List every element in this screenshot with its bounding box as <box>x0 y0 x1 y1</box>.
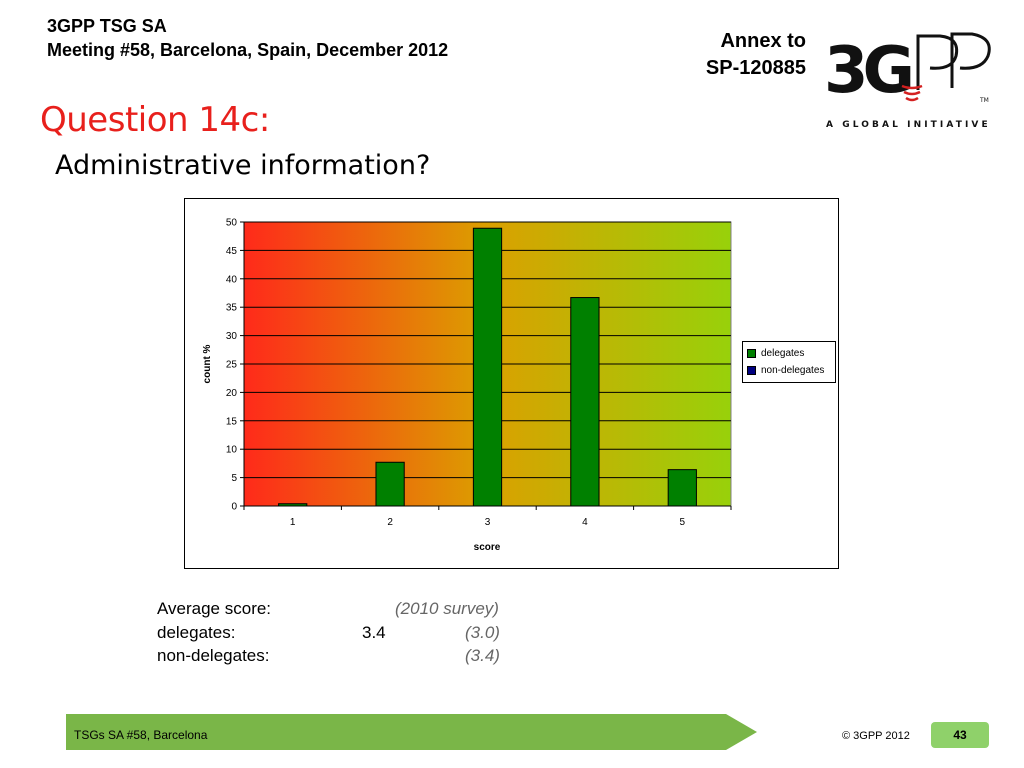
bar-delegates-4 <box>570 297 600 507</box>
x-tick-label: 4 <box>582 517 588 528</box>
slide-subtitle: Administrative information? <box>55 150 431 181</box>
legend-label-delegates: delegates <box>761 348 805 359</box>
delegates-label: delegates: <box>157 623 236 642</box>
3gpp-logo-mark: 3G TM <box>824 32 991 108</box>
legend-label-non-delegates: non-delegates <box>761 365 825 376</box>
footer-text: TSGs SA #58, Barcelona <box>74 728 208 742</box>
survey-year-label: (2010 survey) <box>395 599 499 618</box>
x-tick-label: 5 <box>680 517 686 528</box>
page-number: 43 <box>931 722 989 748</box>
legend-swatch-non-delegates <box>747 366 756 375</box>
y-ticks: 0 5 10 15 20 25 30 35 40 45 50 <box>226 218 244 513</box>
x-ticks: 1 2 3 4 5 <box>243 506 732 528</box>
bar-delegates-5 <box>667 469 697 507</box>
non-delegates-previous-score: (3.4) <box>465 646 500 665</box>
delegates-score: 3.4 <box>362 623 386 642</box>
meeting-info: Meeting #58, Barcelona, Spain, December … <box>47 40 449 60</box>
delegates-previous-score: (3.0) <box>465 623 500 642</box>
footer-banner <box>66 714 757 750</box>
3gpp-logo: 3G TM A GLOBAL INITIATIVE <box>824 32 991 130</box>
y-tick-label: 45 <box>226 246 238 257</box>
x-axis-title: score <box>474 542 501 553</box>
y-tick-label: 15 <box>226 416 238 427</box>
y-tick-label: 25 <box>226 360 238 371</box>
annex-label: Annex to SP-120885 <box>706 28 806 82</box>
annex-line1: Annex to <box>720 30 806 52</box>
y-tick-label: 0 <box>231 502 237 513</box>
y-tick-label: 5 <box>231 473 237 484</box>
y-tick-label: 35 <box>226 303 238 314</box>
copyright: © 3GPP 2012 <box>842 730 910 742</box>
bar-delegates-3 <box>472 227 503 507</box>
logo-tagline: A GLOBAL INITIATIVE <box>826 120 991 130</box>
bar-delegates-2 <box>375 461 405 507</box>
legend-item-delegates: delegates <box>747 348 804 359</box>
x-tick-label: 2 <box>387 517 393 528</box>
y-tick-label: 40 <box>226 274 238 285</box>
y-tick-label: 50 <box>226 218 238 229</box>
x-tick-label: 3 <box>485 517 491 528</box>
legend-swatch-delegates <box>747 349 756 358</box>
legend-item-non-delegates: non-delegates <box>747 365 824 376</box>
y-tick-label: 10 <box>226 445 238 456</box>
y-tick-label: 30 <box>226 331 238 342</box>
slide-title: Question 14c: <box>40 100 270 140</box>
average-heading: Average score: <box>157 599 272 618</box>
y-tick-label: 20 <box>226 388 238 399</box>
svg-text:TM: TM <box>979 97 989 104</box>
svg-text:3G: 3G <box>824 34 911 108</box>
x-tick-label: 1 <box>290 517 296 528</box>
chart-legend: delegates non-delegates <box>742 341 836 383</box>
y-axis-title: count % <box>202 344 213 383</box>
non-delegates-label: non-delegates: <box>157 646 270 665</box>
annex-line2: SP-120885 <box>705 57 806 79</box>
meeting-group: 3GPP TSG SA <box>47 16 167 36</box>
